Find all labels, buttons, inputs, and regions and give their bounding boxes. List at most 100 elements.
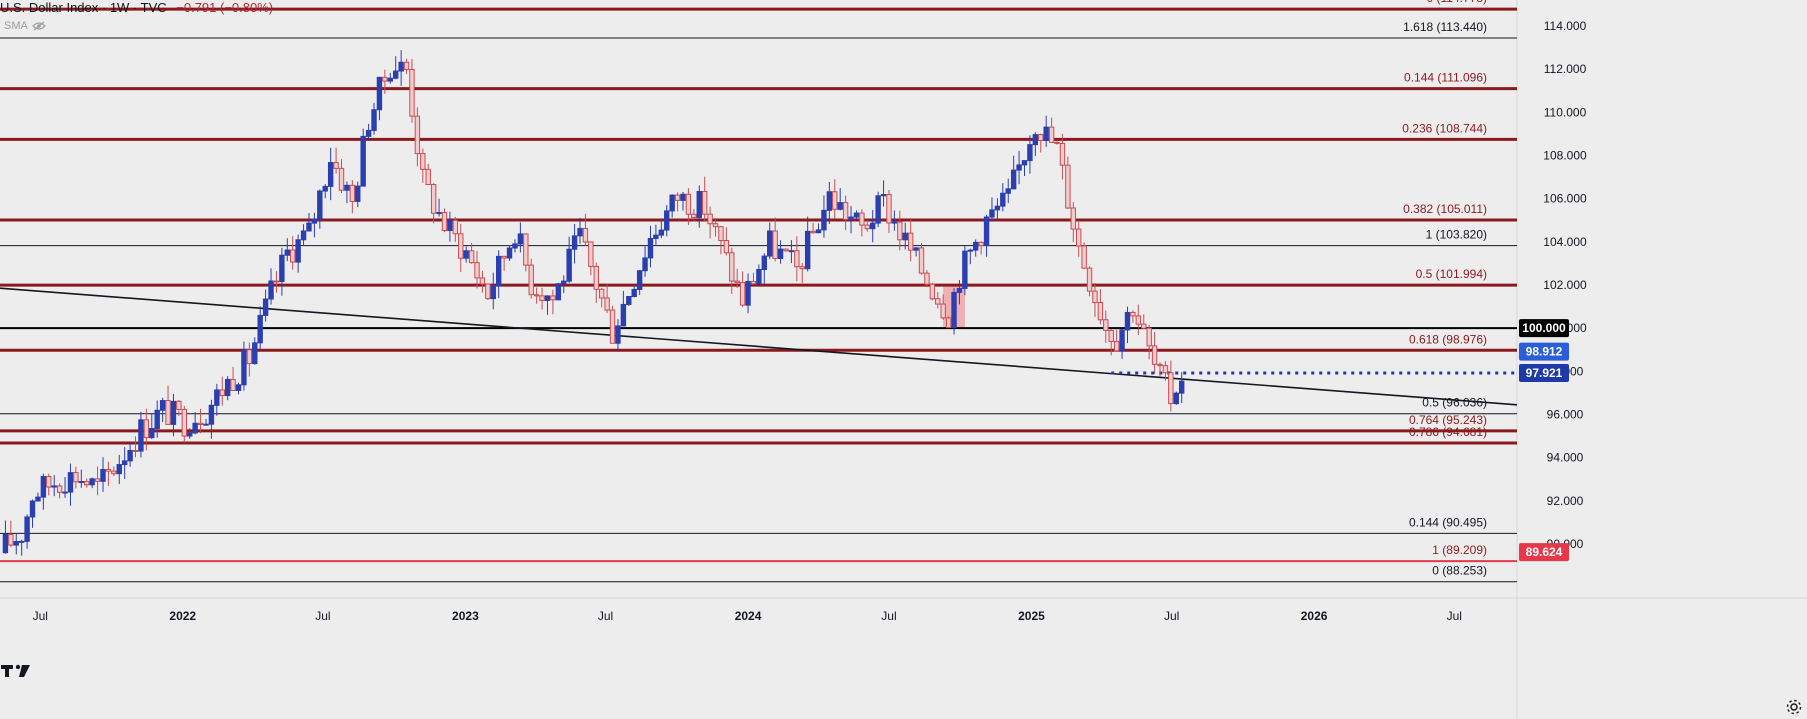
candle [880, 180, 887, 207]
candle-body [94, 478, 101, 482]
candle [143, 408, 150, 451]
candle-body [1021, 160, 1028, 166]
candle [165, 385, 171, 425]
symbol-title: U.S. Dollar Index · 1W · TVC [0, 0, 167, 15]
fib-label-10: 0.764 (95.243) [1409, 413, 1487, 427]
candle-body [821, 209, 827, 231]
candle-body [1103, 319, 1109, 331]
price-tag-100.000: 100.000 [1519, 319, 1569, 338]
candle [582, 213, 589, 246]
candle-body [382, 76, 388, 82]
candle [2, 520, 9, 554]
candle [1124, 306, 1131, 344]
candle [707, 206, 713, 239]
candle-body [143, 419, 150, 439]
candle-body [333, 162, 339, 169]
candle-body [452, 219, 459, 235]
candle-body [105, 468, 112, 472]
candle-body [1032, 134, 1039, 146]
candle-body [279, 254, 285, 283]
candle-body [859, 212, 865, 226]
fib-label-1: 1.618 (113.440) [1403, 20, 1487, 34]
candle [1027, 135, 1033, 174]
candle [327, 147, 334, 201]
candle-body [430, 184, 437, 214]
candle-body [707, 213, 713, 225]
candle-body [826, 191, 833, 211]
candle [1076, 222, 1082, 257]
y-tick-label: 108.000 [1543, 148, 1587, 162]
price-change: −0.791 (−0.80%) [176, 0, 274, 15]
candle [767, 222, 773, 260]
candle [62, 477, 68, 498]
candle-body [880, 194, 887, 197]
price-tag-98.912: 98.912 [1519, 342, 1569, 361]
candle [897, 210, 903, 251]
candle-body [1016, 164, 1022, 171]
candle-body [1108, 329, 1114, 342]
candle [338, 159, 345, 194]
candle-body [344, 184, 350, 191]
candle [945, 316, 952, 329]
candle-body [414, 115, 421, 155]
candle-body [506, 247, 513, 259]
fib-label-8: 0.618 (98.976) [1409, 332, 1487, 346]
candle [664, 205, 670, 237]
candle-body [40, 476, 47, 498]
indicator-row[interactable]: SMA [4, 20, 46, 32]
x-tick-label: Jul [598, 609, 613, 623]
candle-body [1178, 380, 1185, 394]
candle [701, 176, 708, 221]
x-tick-label: 2022 [169, 609, 196, 623]
candle [523, 233, 529, 272]
candle-body [718, 226, 724, 242]
candle [197, 408, 204, 434]
price-tag-label: 89.624 [1526, 545, 1563, 559]
candle-body [1048, 126, 1055, 143]
candle [783, 248, 789, 252]
indicator-sma-label[interactable]: SMA [4, 20, 28, 32]
candle [420, 148, 426, 183]
settings-icon[interactable] [1785, 698, 1803, 716]
candle [712, 218, 719, 237]
candle-body [241, 349, 247, 386]
candle [246, 342, 253, 377]
candle [441, 208, 448, 233]
candle [192, 412, 198, 435]
candle [902, 222, 908, 250]
candle-body [132, 449, 139, 452]
candle-body [159, 400, 166, 411]
candle-body [1010, 169, 1017, 190]
candle-body [870, 222, 876, 230]
candle-body [67, 472, 74, 493]
candle [322, 184, 328, 199]
candle [626, 295, 632, 306]
candle-body [1135, 315, 1142, 325]
candle [734, 268, 740, 289]
candle-body [989, 209, 995, 218]
candle-body [902, 232, 908, 241]
candle [24, 514, 30, 549]
candle [67, 463, 74, 506]
candle [1032, 132, 1039, 156]
candle [550, 289, 556, 315]
candle-body [84, 481, 90, 486]
candle-body [154, 409, 160, 430]
candle-body [29, 500, 36, 518]
candle [761, 253, 768, 284]
candle [967, 248, 973, 265]
candle [674, 192, 681, 212]
candle-body [355, 185, 361, 202]
tradingview-logo[interactable] [0, 663, 36, 679]
candle-body [425, 168, 431, 186]
fib-label-12: 0.144 (90.495) [1409, 515, 1487, 529]
candle [989, 197, 995, 222]
candle-body [1168, 372, 1174, 405]
candle [1054, 140, 1060, 145]
eye-off-icon[interactable] [31, 21, 46, 31]
candle-body [13, 541, 19, 546]
candle-body [479, 277, 486, 285]
